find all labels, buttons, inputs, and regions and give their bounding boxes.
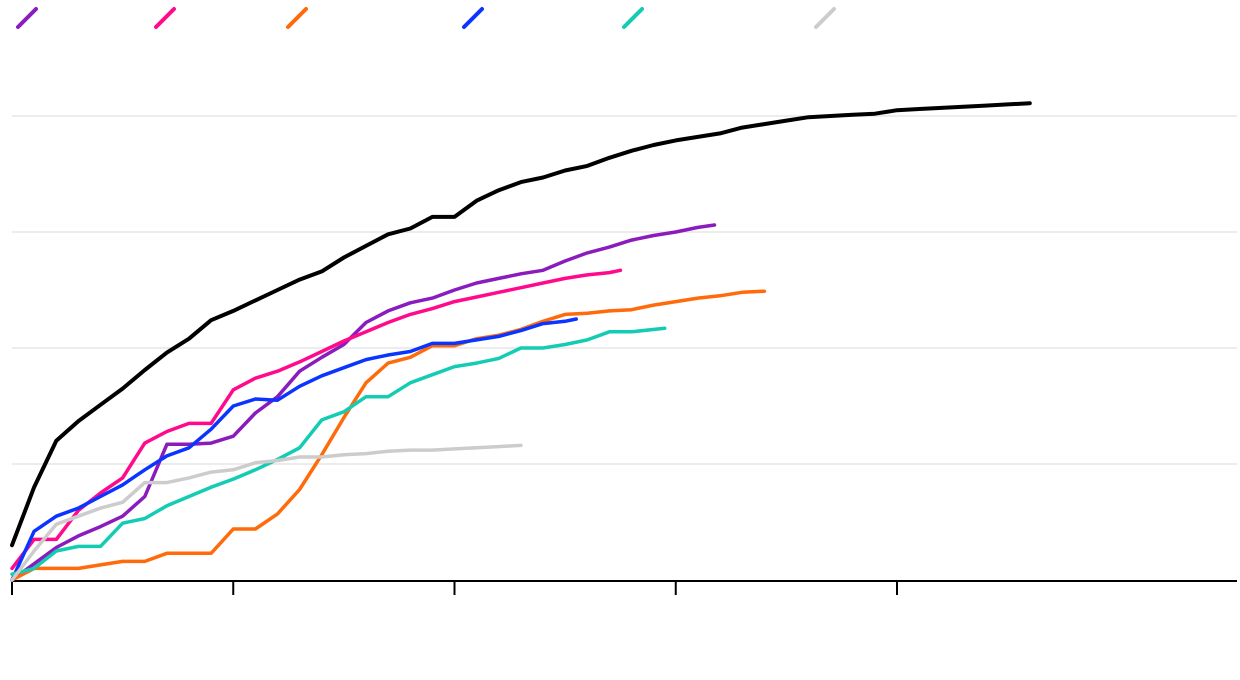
legend-swatch-6: [814, 7, 836, 29]
series-line-4: [10, 289, 767, 582]
legend: [16, 7, 836, 29]
series-line-3: [10, 268, 623, 571]
legend-swatch-3: [286, 7, 308, 29]
legend-swatch-4: [462, 7, 484, 29]
series-line-2: [10, 223, 717, 582]
series-line-6: [10, 326, 667, 576]
series-line-5: [10, 317, 578, 582]
series-line-1: [10, 101, 1032, 548]
grid-lines: [12, 115, 1237, 465]
legend-swatch-1: [16, 7, 38, 29]
series-lines: [10, 101, 1032, 582]
legend-swatch-2: [154, 7, 176, 29]
x-axis: [11, 580, 1237, 595]
legend-swatch-5: [622, 7, 644, 29]
series-line-7: [10, 443, 523, 582]
